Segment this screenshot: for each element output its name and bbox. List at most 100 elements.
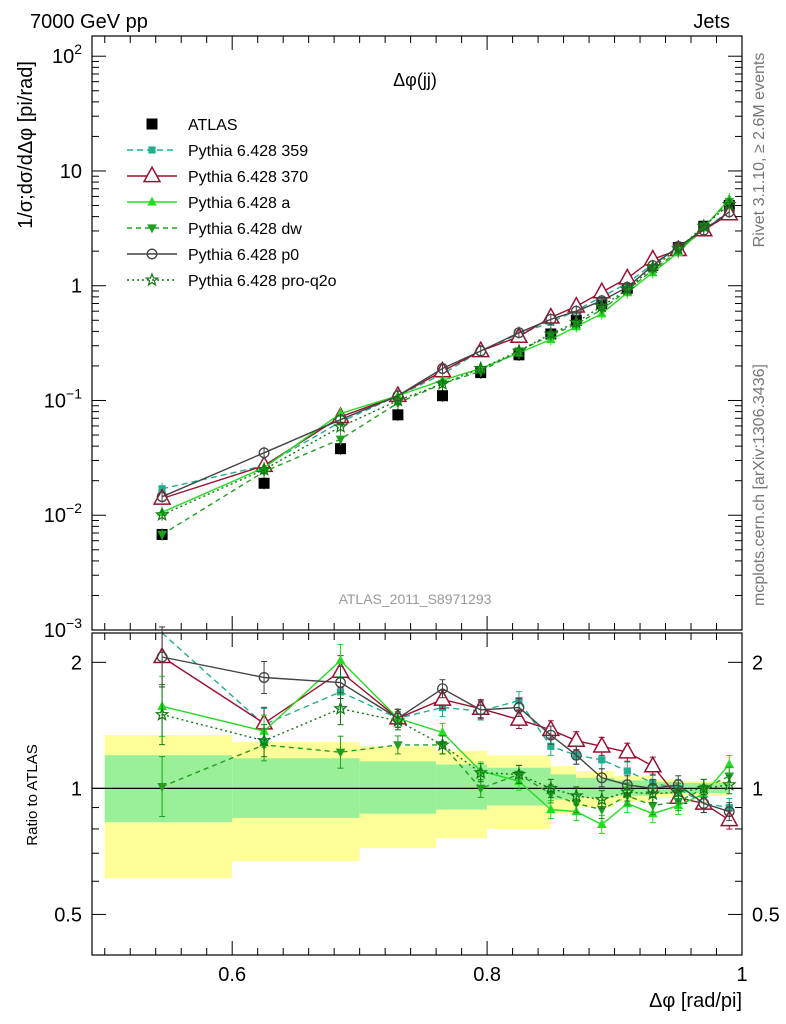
ratio-y-tick-label-right: 2 <box>752 652 763 674</box>
data-point <box>258 477 270 489</box>
band-green <box>359 761 437 814</box>
ratio-y-tick-label: 1 <box>71 778 82 800</box>
data-point <box>696 218 712 233</box>
ratio-point <box>723 806 735 818</box>
ratio-point <box>390 713 406 728</box>
data-point <box>157 530 167 540</box>
main-panel: 10−3 10−2 10−1 1 10 102 Δφ(jj) ATLAS_2011_S89… <box>15 35 743 642</box>
ratio-panel: 0.5 0.5 1 1 2 2 0.6 0.8 1 Ratio to ATLAS Δφ [rad… <box>24 626 780 1012</box>
legend-marker <box>144 272 160 287</box>
legend-label: ATLAS <box>188 117 238 134</box>
data-point <box>594 298 610 313</box>
legend-marker <box>146 248 158 260</box>
data-point <box>543 326 559 341</box>
ratio-point <box>645 786 661 801</box>
ratio-point <box>596 772 608 784</box>
main-y-tick-label: 10 <box>60 161 82 183</box>
data-point <box>154 506 170 521</box>
ratio-point <box>256 732 272 747</box>
ratio-point <box>437 727 448 737</box>
ratio-point <box>335 748 346 758</box>
ratio-point <box>724 759 735 769</box>
ratio-point <box>623 767 631 775</box>
x-axis-label: Δφ [rad/pi] <box>649 990 742 1012</box>
ratio-point <box>545 729 557 741</box>
data-point <box>256 461 272 476</box>
data-point <box>392 409 404 421</box>
legend-marker <box>146 118 158 130</box>
main-y-tick-label: 1 <box>71 276 82 298</box>
data-point <box>436 390 448 402</box>
ratio-point <box>643 755 663 773</box>
ratio-point <box>393 741 403 751</box>
ratio-series-5 <box>154 684 737 810</box>
plot-title: Δφ(jj) <box>393 70 437 90</box>
ratio-point <box>333 701 348 715</box>
data-point <box>645 259 661 274</box>
y-axis-label: 1/σ;dσ/dΔφ [pi/rad] <box>15 61 37 229</box>
series-line <box>161 203 730 516</box>
data-point <box>437 363 448 374</box>
legend-label: Pythia 6.428 p0 <box>188 247 299 264</box>
data-point <box>721 196 737 211</box>
data-point <box>545 313 557 325</box>
ratio-point <box>546 804 556 814</box>
series-line <box>161 198 730 513</box>
data-point <box>435 375 450 391</box>
data-point <box>511 343 527 358</box>
legend-marker <box>142 165 162 183</box>
ratio-point <box>568 788 584 803</box>
ratio-point <box>335 677 346 688</box>
ratio-point <box>437 683 448 695</box>
ratio-point <box>619 784 635 799</box>
data-point <box>475 345 487 357</box>
ratio-point <box>570 749 582 761</box>
legend-marker <box>147 224 157 234</box>
ratio-point <box>511 766 527 781</box>
main-y-tick-label: 10−3 <box>44 615 82 642</box>
band-green <box>576 777 615 798</box>
main-y-tick-label: 102 <box>52 41 82 68</box>
main-axes: 10−3 10−2 10−1 1 10 102 <box>44 36 743 642</box>
data-point <box>335 443 347 455</box>
ratio-y-tick-label: 0.5 <box>54 904 82 926</box>
mcplots-label: mcplots.cern.ch [arXiv:1306.3436] <box>751 364 768 606</box>
ratio-point <box>696 780 712 795</box>
ratio-point <box>592 736 612 753</box>
legend-label: Pythia 6.428 370 <box>188 169 308 186</box>
main-y-tick-label: 10−2 <box>44 500 82 527</box>
ratio-y-axis-label: Ratio to ATLAS <box>24 744 41 845</box>
data-point <box>335 435 346 445</box>
legend-marker <box>148 146 156 154</box>
analysis-watermark: ATLAS_2011_S8971293 <box>339 591 492 607</box>
ratio-y-tick-label-right: 1 <box>752 778 763 800</box>
ratio-point <box>513 702 525 713</box>
ratio-point <box>509 709 529 726</box>
legend-label: Pythia 6.428 dw <box>188 221 302 238</box>
ratio-point <box>547 742 555 750</box>
x-tick-label: 1 <box>736 964 747 986</box>
data-point <box>619 281 635 296</box>
ratio-point <box>475 704 487 716</box>
ratio-point <box>594 791 610 806</box>
ratio-point <box>435 737 450 752</box>
main-frame <box>91 35 743 631</box>
main-y-tick-label: 10−1 <box>44 385 82 412</box>
ratio-y-tick-label: 2 <box>71 652 82 674</box>
data-point <box>568 314 584 329</box>
ratio-axes: 0.5 0.5 1 1 2 2 0.6 0.8 1 <box>54 633 780 986</box>
legend: ATLAS Pythia 6.428 359 Pythia 6.428 370 Pyt… <box>127 117 337 290</box>
ratio-point <box>618 741 637 759</box>
series-6 <box>154 196 737 521</box>
main-series-layer <box>152 192 739 541</box>
ratio-point <box>335 655 346 665</box>
ratio-point <box>154 706 170 721</box>
ratio-point <box>721 777 737 791</box>
data-point <box>473 360 489 375</box>
ratio-point <box>473 764 489 780</box>
ratio-point <box>698 798 710 809</box>
x-tick-label: 0.8 <box>473 964 501 986</box>
header-left: 7000 GeV pp <box>30 11 148 33</box>
data-point <box>258 447 270 459</box>
